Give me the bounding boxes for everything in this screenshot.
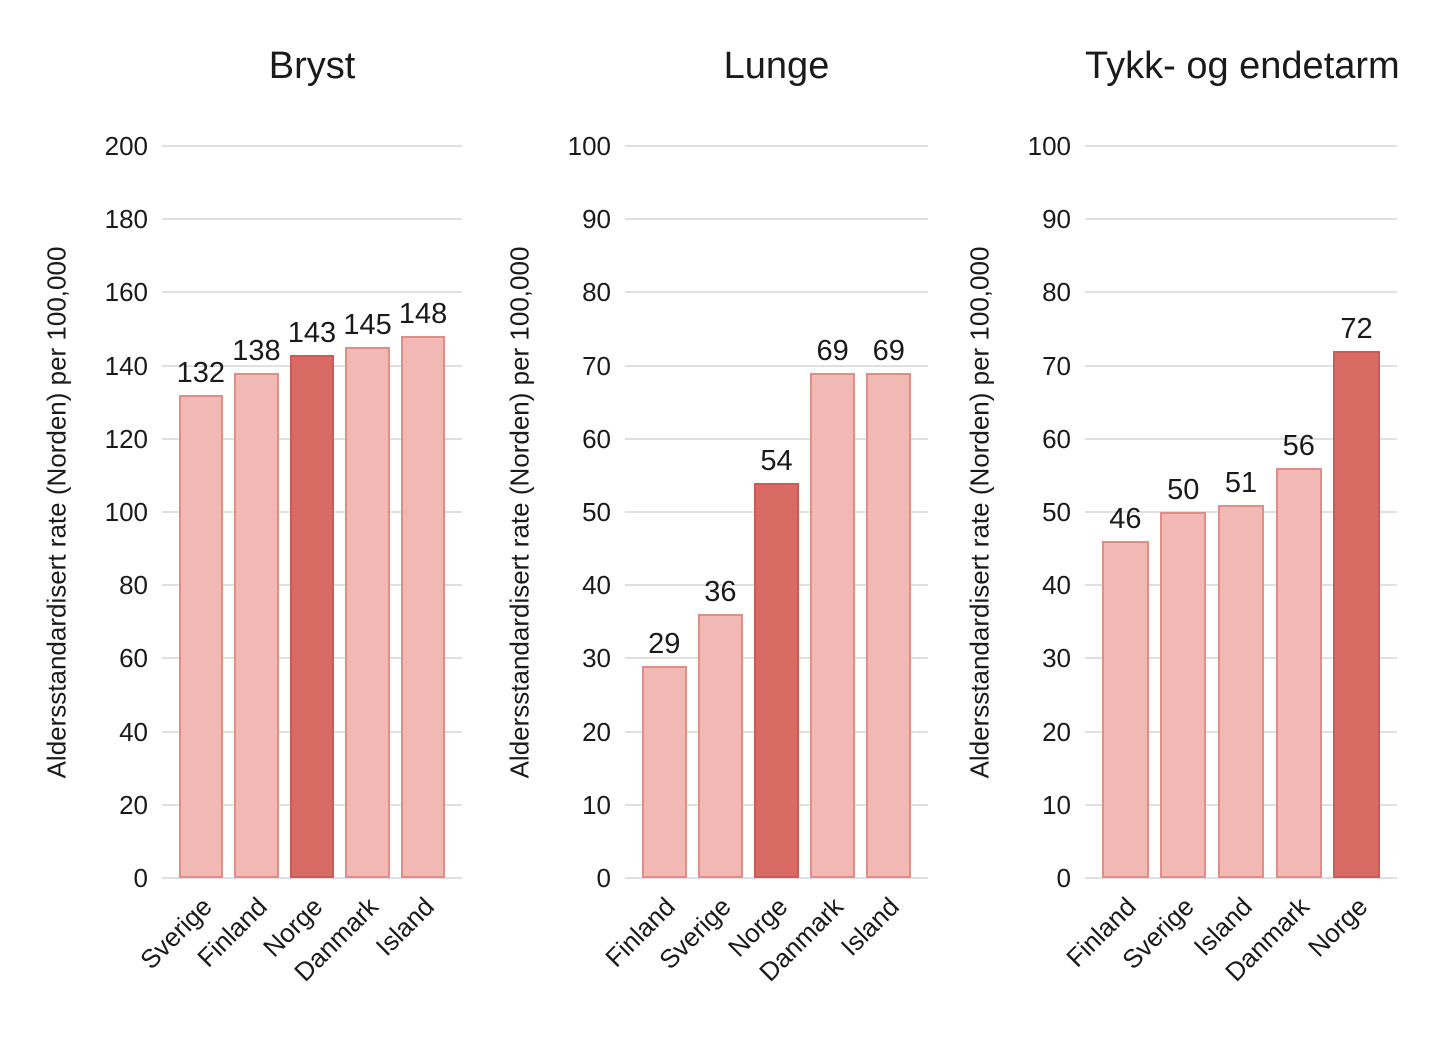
gridline-y-70: [1085, 364, 1397, 367]
y-tick-label: 80: [582, 277, 611, 308]
y-tick-label: 40: [119, 716, 148, 747]
y-tick-label: 50: [582, 497, 611, 527]
chart-lunge-plot: Lunge Aldersstandardisert rate (Norden) …: [505, 45, 928, 987]
y-tick-label: 80: [119, 570, 148, 601]
gridline-y-0: [625, 877, 928, 879]
bar-danmark: [810, 372, 856, 878]
gridline-y-0: [1085, 877, 1397, 879]
y-tick-label: 180: [104, 204, 148, 235]
y-tick-label: 80: [1042, 277, 1071, 308]
y-tick-label: 70: [582, 350, 611, 381]
bar-island: [866, 372, 912, 878]
bar-norge: [289, 354, 335, 878]
bar-finland: [641, 665, 687, 878]
y-tick-label: 60: [119, 643, 148, 674]
y-tick-label: 100: [567, 131, 611, 161]
bar-value-label: 46: [1109, 503, 1142, 536]
y-tick-label: 0: [596, 863, 611, 893]
chart-lunge-title: Lunge: [723, 45, 830, 87]
y-tick-label: 20: [1042, 716, 1071, 747]
bar-danmark: [1275, 468, 1322, 878]
y-tick-label: 20: [119, 789, 148, 820]
bar-finland: [1102, 541, 1149, 878]
y-tick-label: 90: [1042, 204, 1071, 235]
y-tick-label: 0: [133, 863, 148, 893]
bar-value-label: 29: [648, 627, 681, 660]
y-tick-label: 30: [582, 643, 611, 674]
y-tick-label: 20: [582, 716, 611, 747]
x-category-label-norge: Norge: [1301, 891, 1374, 963]
bar-sverige: [697, 614, 743, 878]
x-category-label-island: Island: [369, 891, 440, 962]
bar-value-label: 51: [1224, 466, 1258, 499]
gridline-y-200: [162, 145, 462, 147]
gridline-y-70: [625, 364, 928, 367]
bar-value-label: 36: [704, 576, 737, 609]
y-tick-label: 100: [1027, 131, 1071, 161]
chart-tykk-og-endetarm-title: Tykk- og endetarm: [1085, 45, 1400, 87]
y-tick-label: 200: [104, 131, 148, 161]
bar-value-label: 148: [398, 298, 448, 331]
bar-value-label: 72: [1340, 312, 1373, 345]
bar-value-label: 56: [1282, 430, 1315, 463]
y-tick-label: 10: [582, 789, 611, 820]
chart-bryst-plot: Bryst Aldersstandardisert rate (Norden) …: [42, 45, 462, 987]
y-tick-label: 120: [104, 423, 148, 454]
y-tick-label: 140: [104, 350, 148, 381]
y-tick-label: 10: [1042, 789, 1071, 820]
bar-island: [1217, 504, 1265, 878]
gridline-y-60: [1085, 437, 1397, 440]
bar-value-label: 132: [176, 356, 226, 389]
bar-norge: [1333, 350, 1380, 878]
y-tick-label: 70: [1042, 350, 1071, 381]
bar-danmark: [345, 347, 390, 878]
y-tick-label: 40: [1042, 570, 1071, 601]
y-tick-label: 160: [104, 277, 148, 308]
gridline-y-160: [162, 291, 462, 294]
y-tick-label: 60: [1042, 423, 1071, 454]
gridline-y-60: [625, 437, 928, 440]
y-tick-label: 100: [104, 497, 148, 527]
bar-value-label: 145: [343, 309, 392, 342]
bar-value-label: 54: [760, 444, 793, 477]
bar-value-label: 50: [1167, 474, 1200, 506]
bar-sverige: [1160, 512, 1207, 878]
gridline-y-100: [1085, 145, 1397, 147]
gridline-y-90: [625, 218, 928, 221]
bar-value-label: 69: [816, 334, 849, 367]
bar-finland: [234, 372, 279, 878]
y-tick-label: 90: [582, 204, 611, 235]
gridline-y-80: [1085, 291, 1397, 294]
bar-sverige: [178, 394, 224, 878]
bar-value-label: 143: [287, 316, 337, 349]
gridline-y-90: [1085, 218, 1397, 221]
gridline-y-0: [162, 877, 462, 879]
x-category-label-island: Island: [834, 891, 906, 962]
y-tick-label: 50: [1042, 497, 1071, 527]
bar-value-label: 69: [872, 334, 905, 367]
bar-norge: [754, 482, 799, 878]
y-tick-label: 0: [1056, 863, 1071, 893]
chart-bryst-title: Bryst: [268, 45, 356, 87]
gridline-y-100: [625, 145, 928, 147]
gridline-y-180: [162, 218, 462, 221]
bar-value-label: 138: [232, 334, 281, 367]
chart-tykk-og-endetarm-plot: Tykk- og endetarm Aldersstandardisert ra…: [965, 45, 1400, 987]
gridline-y-80: [625, 291, 928, 294]
y-tick-label: 40: [582, 570, 611, 601]
y-tick-label: 30: [1042, 643, 1071, 674]
y-tick-label: 60: [582, 423, 611, 454]
bar-island: [400, 336, 446, 878]
